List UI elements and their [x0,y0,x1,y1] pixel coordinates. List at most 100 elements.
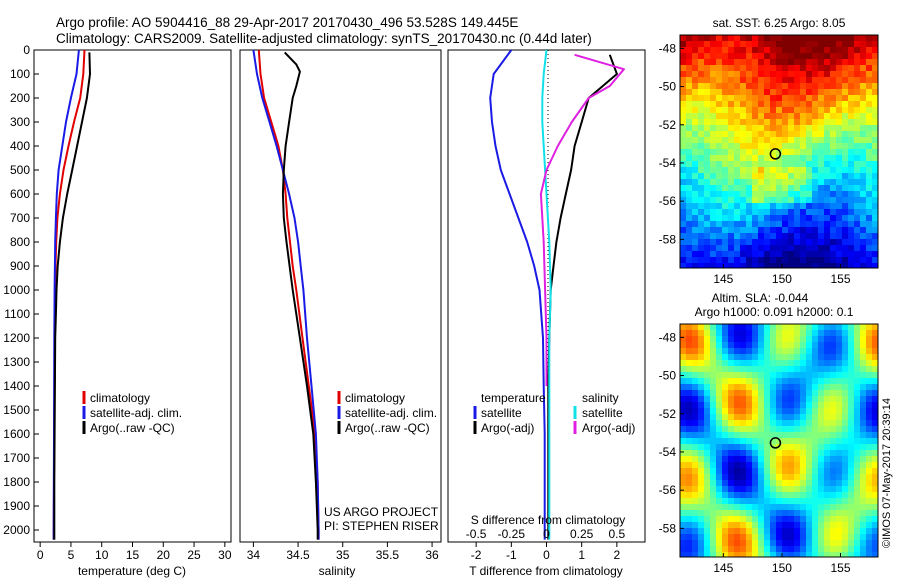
map-cell [686,378,692,384]
map-cell [854,89,860,95]
map-cell [704,378,710,384]
map-cell [740,390,746,396]
map-cell [812,53,818,59]
map-cell [776,414,782,420]
map-cell [722,191,728,197]
lat-tick-label: -58 [659,232,677,246]
map-cell [746,221,752,227]
map-cell [680,131,686,137]
map-cell [836,510,842,516]
map-cell [716,534,722,540]
map-cell [752,155,758,161]
map-cell [824,125,830,131]
map-cell [836,492,842,498]
map-cell [794,125,800,131]
map-cell [722,95,728,101]
map-cell [728,59,734,65]
map-cell [872,53,878,59]
map-cell [848,71,854,77]
map-cell [710,408,716,414]
map-cell [764,420,770,426]
map-cell [782,191,788,197]
map-cell [734,552,740,557]
map-cell [818,161,824,167]
map-cell [800,402,806,408]
map-cell [866,372,872,378]
map-cell [794,486,800,492]
map-cell [776,227,782,233]
map-cell [734,336,740,342]
map-cell [824,336,830,342]
map-cell [782,552,788,557]
map-cell [836,191,842,197]
map-cell [842,209,848,215]
map-cell [716,378,722,384]
temperature-xlabel: temperature (deg C) [78,564,186,578]
map-cell [698,95,704,101]
map-cell [698,324,704,330]
map-cell [704,203,710,209]
map-cell [698,257,704,263]
map-cell [806,185,812,191]
map-cell [764,257,770,263]
map-cell [728,83,734,89]
map-cell [734,251,740,257]
map-cell [872,239,878,245]
legend-title-salinity: salinity [582,391,619,405]
map-cell [836,522,842,528]
map-cell [824,89,830,95]
map-cell [770,480,776,486]
map-cell [764,408,770,414]
map-cell [710,131,716,137]
map-cell [812,47,818,53]
map-cell [836,372,842,378]
map-cell [866,426,872,432]
map-cell [740,47,746,53]
map-cell [728,209,734,215]
map-cell [818,59,824,65]
map-cell [770,468,776,474]
map-cell [830,233,836,239]
map-cell [752,191,758,197]
map-cell [860,414,866,420]
map-cell [740,83,746,89]
map-cell [776,426,782,432]
map-cell [800,59,806,65]
map-cell [848,143,854,149]
map-cell [758,65,764,71]
map-cell [800,342,806,348]
map-cell [764,83,770,89]
map-cell [728,95,734,101]
map-cell [704,119,710,125]
map-cell [716,360,722,366]
map-cell [758,462,764,468]
map-cell [854,426,860,432]
map-cell [860,119,866,125]
map-cell [830,59,836,65]
map-cell [722,125,728,131]
map-cell [812,444,818,450]
map-cell [728,137,734,143]
map-cell [692,143,698,149]
map-cell [800,378,806,384]
map-cell [830,41,836,47]
map-cell [830,426,836,432]
map-cell [836,149,842,155]
map-cell [866,420,872,426]
map-cell [872,528,878,534]
map-cell [770,342,776,348]
map-cell [692,185,698,191]
map-cell [836,480,842,486]
map-cell [782,221,788,227]
map-cell [686,137,692,143]
lat-tick-label: -56 [659,483,677,497]
map-cell [680,552,686,557]
map-cell [752,528,758,534]
map-cell [680,227,686,233]
legend-label-argo: Argo(..raw -QC) [345,421,430,435]
map-cell [848,522,854,528]
map-cell [818,179,824,185]
map-cell [758,191,764,197]
map-cell [848,432,854,438]
map-cell [836,47,842,53]
